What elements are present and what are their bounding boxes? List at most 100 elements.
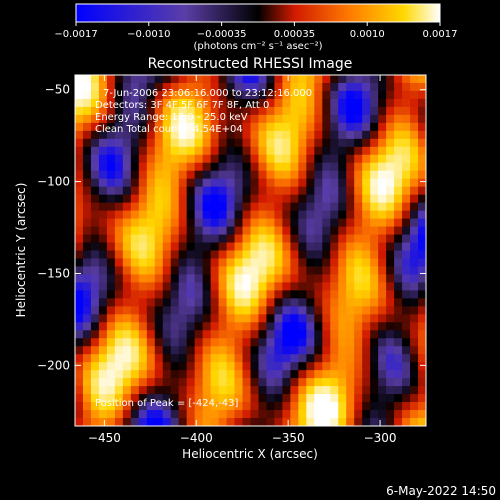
image-pixel [226, 306, 236, 315]
image-pixel [75, 386, 84, 395]
image-pixel [82, 402, 92, 411]
image-pixel [402, 282, 411, 291]
image-pixel [98, 362, 108, 371]
image-pixel [306, 410, 315, 419]
image-pixel [186, 354, 196, 363]
image-pixel [394, 306, 403, 315]
image-pixel [146, 274, 156, 284]
image-pixel [138, 162, 148, 172]
image-pixel [354, 386, 363, 395]
overlay-peak-position: Position of Peak = [-424,-43] [95, 398, 239, 409]
image-pixel [154, 186, 164, 196]
image-pixel [186, 282, 196, 291]
image-pixel [338, 130, 347, 140]
image-pixel [226, 114, 236, 124]
image-pixel [82, 82, 92, 92]
image-pixel [226, 330, 236, 339]
image-pixel [378, 362, 387, 371]
image-pixel [242, 282, 252, 291]
image-pixel [386, 154, 395, 164]
image-pixel [122, 378, 132, 387]
image-pixel [274, 418, 284, 426]
image-pixel [386, 370, 395, 379]
image-pixel [218, 194, 228, 204]
image-pixel [314, 202, 323, 212]
image-pixel [306, 282, 315, 291]
image-pixel [338, 354, 347, 363]
image-pixel [170, 75, 180, 84]
image-pixel [314, 130, 323, 140]
image-pixel [282, 386, 291, 395]
image-pixel [234, 130, 244, 140]
image-pixel [202, 266, 212, 276]
image-pixel [354, 266, 363, 276]
image-pixel [82, 338, 92, 347]
image-pixel [138, 90, 148, 100]
image-pixel [418, 258, 426, 268]
image-pixel [194, 258, 204, 268]
image-pixel [194, 290, 204, 299]
image-pixel [330, 178, 339, 188]
image-pixel [202, 370, 212, 379]
image-pixel [346, 202, 355, 212]
image-pixel [322, 258, 331, 268]
image-pixel [130, 386, 140, 395]
image-pixel [378, 226, 387, 236]
image-pixel [354, 282, 363, 291]
image-pixel [354, 338, 363, 347]
image-pixel [178, 162, 188, 172]
image-pixel [202, 162, 212, 172]
image-pixel [138, 218, 148, 228]
image-pixel [282, 338, 291, 347]
image-pixel [138, 362, 148, 371]
image-pixel [242, 362, 252, 371]
image-pixel [234, 370, 244, 379]
image-pixel [418, 170, 426, 180]
image-pixel [114, 210, 124, 220]
image-pixel [362, 330, 371, 339]
image-pixel [210, 82, 220, 92]
image-pixel [186, 362, 196, 371]
image-pixel [410, 98, 419, 108]
image-pixel [170, 218, 180, 228]
image-pixel [306, 82, 315, 92]
image-pixel [298, 322, 307, 331]
image-pixel [386, 210, 395, 220]
image-pixel [418, 306, 426, 315]
image-pixel [338, 234, 347, 244]
image-pixel [402, 82, 411, 92]
image-pixel [362, 242, 371, 252]
image-pixel [82, 386, 92, 395]
image-pixel [114, 378, 124, 387]
image-pixel [346, 266, 355, 276]
image-pixel [154, 418, 164, 426]
image-pixel [282, 258, 291, 268]
image-pixel [218, 154, 228, 164]
image-pixel [154, 274, 164, 284]
image-pixel [162, 394, 172, 403]
image-pixel [298, 338, 307, 347]
image-pixel [138, 178, 148, 188]
image-pixel [194, 98, 204, 108]
image-pixel [394, 274, 403, 284]
image-pixel [138, 394, 148, 403]
image-pixel [370, 154, 379, 164]
image-pixel [314, 298, 323, 307]
image-pixel [130, 314, 140, 323]
image-pixel [250, 346, 260, 355]
image-pixel [234, 75, 244, 84]
y-axis-label: Heliocentric Y (arcsec) [14, 183, 28, 318]
image-pixel [354, 298, 363, 307]
image-pixel [106, 98, 116, 108]
image-pixel [146, 306, 156, 315]
image-pixel [370, 162, 379, 172]
image-pixel [386, 242, 395, 252]
image-pixel [186, 346, 196, 355]
image-pixel [75, 106, 84, 116]
image-pixel [82, 234, 92, 244]
image-pixel [394, 154, 403, 164]
image-pixel [122, 122, 132, 132]
image-pixel [258, 226, 268, 236]
image-pixel [98, 226, 108, 236]
image-pixel [314, 218, 323, 228]
